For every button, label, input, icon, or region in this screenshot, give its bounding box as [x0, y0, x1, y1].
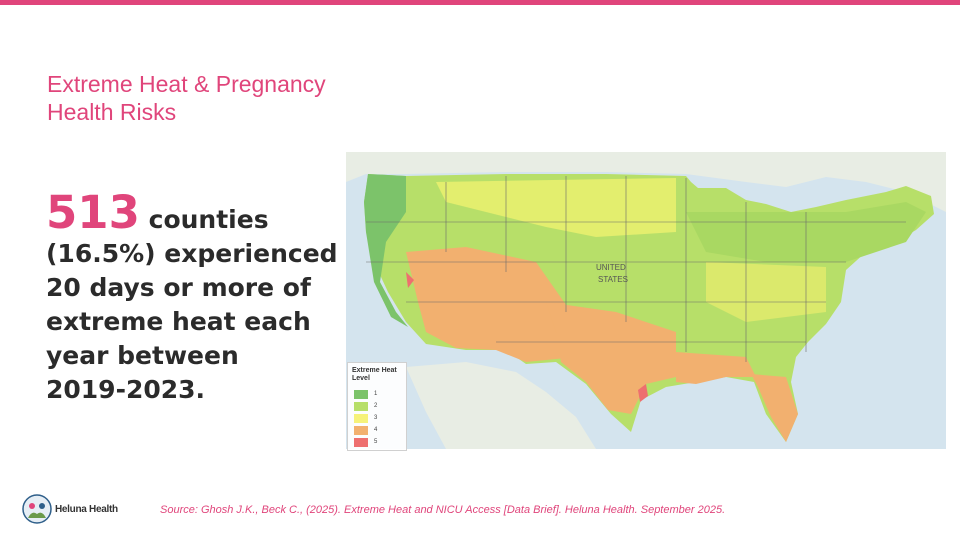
- stat-lead: counties: [139, 205, 269, 234]
- stat-block: 513 counties (16.5%) experienced 20 days…: [46, 190, 346, 407]
- stat-line-2: 20 days or more of: [46, 273, 311, 302]
- canada-land: [346, 152, 946, 212]
- heluna-logo-icon: [22, 494, 52, 524]
- title-line-2: Health Risks: [47, 99, 177, 125]
- top-accent-bar: [0, 0, 960, 5]
- southwest-level4: [406, 247, 576, 362]
- legend-label: 4: [374, 427, 378, 433]
- country-label-1: UNITED: [596, 263, 626, 272]
- source-citation: Source: Ghosh J.K., Beck C., (2025). Ext…: [160, 504, 726, 516]
- stat-line-4: year between: [46, 341, 239, 370]
- california-level5: [406, 272, 414, 288]
- texas-coast-level5: [638, 384, 648, 402]
- map-legend: Extreme Heat Level 1 2 3 4 5: [347, 362, 407, 451]
- west-coast-level1: [364, 174, 408, 327]
- legend-item: 4: [354, 425, 377, 435]
- stat-number: 513: [46, 186, 140, 239]
- legend-item: 2: [354, 401, 377, 411]
- title-line-1: Extreme Heat & Pregnancy: [47, 71, 326, 97]
- stat-headline: 513 counties: [46, 190, 346, 237]
- legend-title: Extreme Heat Level: [352, 367, 404, 383]
- legend-title-line-1: Extreme Heat: [352, 367, 397, 374]
- mexico-land: [406, 362, 596, 449]
- legend-title-line-2: Level: [352, 375, 370, 382]
- legend-item: 3: [354, 413, 377, 423]
- florida-level4: [751, 374, 798, 442]
- map-svg: UNITED STATES: [346, 152, 946, 449]
- slide-title: Extreme Heat & Pregnancy Health Risks: [47, 70, 377, 126]
- stat-line-3: extreme heat each: [46, 307, 311, 336]
- legend-swatch: [354, 413, 368, 423]
- country-label-2: STATES: [598, 275, 628, 284]
- logo-text: Heluna Health: [55, 503, 118, 515]
- southeast-level3: [706, 262, 826, 322]
- stat-line-1: (16.5%) experienced: [46, 239, 338, 268]
- legend-item: 1: [354, 389, 377, 399]
- legend-label: 3: [374, 415, 378, 421]
- legend-label: 1: [374, 391, 378, 397]
- legend-item: 5: [354, 437, 377, 447]
- state-borders: [366, 176, 906, 362]
- legend-label: 5: [374, 439, 378, 445]
- legend-swatch: [354, 425, 368, 435]
- extreme-heat-map: UNITED STATES: [346, 152, 946, 449]
- legend-swatch: [354, 401, 368, 411]
- legend-swatch: [354, 437, 368, 447]
- legend-label: 2: [374, 403, 378, 409]
- stat-line-5: 2019-2023.: [46, 375, 206, 404]
- legend-swatch: [354, 389, 368, 399]
- footer-logo: Heluna Health: [22, 494, 118, 524]
- gulf-coast-level4: [676, 352, 756, 384]
